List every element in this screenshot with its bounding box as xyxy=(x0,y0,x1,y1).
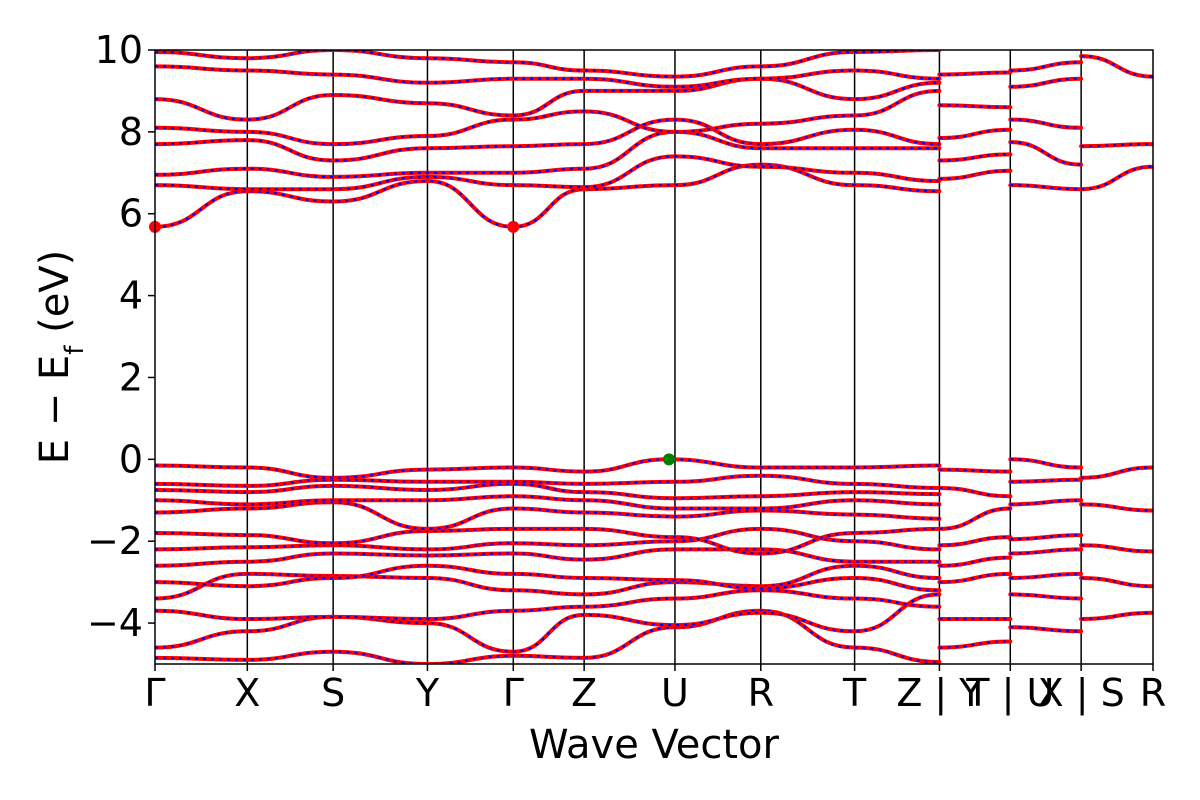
band-line-dashed-52 xyxy=(1081,165,1153,191)
y-tick-label-4: 4 xyxy=(119,274,143,318)
band-line-dashed-23 xyxy=(939,507,1011,530)
band-line-dashed-8 xyxy=(155,501,940,531)
band-line-dashed-48 xyxy=(1081,503,1153,512)
band-line-dashed-32 xyxy=(939,104,1011,109)
y-tick-label-3: 2 xyxy=(119,355,143,399)
band-line-dashed-24 xyxy=(939,536,1011,547)
band-line-dashed-13 xyxy=(155,163,940,228)
band-line-dashed-50 xyxy=(1081,576,1153,588)
kpath-label-0: Γ xyxy=(144,671,165,715)
band-line-dashed-28 xyxy=(939,640,1011,649)
y-tick-label-6: 8 xyxy=(119,110,143,154)
band-line-dashed-6 xyxy=(155,527,940,551)
band-line-dashed-44 xyxy=(1010,118,1082,129)
band-line-dashed-10 xyxy=(155,482,940,500)
y-axis-title-subscript: f xyxy=(60,345,90,355)
band-line-dashed-35 xyxy=(1010,478,1082,483)
x-axis-title: Wave Vector xyxy=(529,722,780,768)
y-tick-label-7: 10 xyxy=(95,28,143,72)
band-line-dashed-41 xyxy=(1010,626,1082,633)
band-line-dashed-51 xyxy=(1081,611,1153,621)
band-line-dashed-14 xyxy=(155,155,940,191)
x-axis-ticks: Γ X S Y Γ Z U R T Z | YT | UX | S R xyxy=(144,664,1166,716)
y-axis-ticks: −4 −2 0 2 4 6 8 10 xyxy=(87,28,155,645)
band-line-dashed-37 xyxy=(1010,534,1082,541)
band-line-dashed-54 xyxy=(1081,55,1153,78)
kpath-label-6: U xyxy=(661,671,689,715)
band-line-dashed-49 xyxy=(1081,544,1153,553)
band-line-dashed-15 xyxy=(155,130,940,179)
band-line-dashed-11 xyxy=(155,474,940,490)
band-line-dashed-16 xyxy=(155,118,940,162)
band-line-dashed-1 xyxy=(155,593,940,653)
band-line-dashed-34 xyxy=(1010,458,1082,469)
band-line-dashed-45 xyxy=(1010,77,1082,88)
kpath-label-11: X | S xyxy=(1038,671,1125,716)
plot-background xyxy=(155,50,1153,664)
band-line-dashed-47 xyxy=(1081,466,1153,479)
y-axis-title: E − Ef (eV) xyxy=(32,250,90,465)
kpath-label-4: Γ xyxy=(503,671,524,715)
band-line-dashed-3 xyxy=(155,564,940,600)
kpath-label-8: T xyxy=(842,671,867,715)
band-line-dashed-40 xyxy=(1010,593,1082,600)
band-line-dashed-38 xyxy=(1010,548,1082,555)
band-line-dashed-21 xyxy=(939,468,1011,473)
y-tick-label-5: 6 xyxy=(119,192,143,236)
kpath-divider-lines xyxy=(246,50,1082,664)
band-line-dashed-22 xyxy=(939,486,1011,498)
band-line-dashed-2 xyxy=(155,589,940,621)
band-line-dashed-36 xyxy=(1010,499,1082,506)
kpath-label-7: R xyxy=(748,671,774,715)
band-line-dashed-20 xyxy=(155,50,940,78)
band-line-dashed-33 xyxy=(939,71,1011,76)
kpath-label-1: X xyxy=(234,671,260,715)
band-line-dashed-25 xyxy=(939,556,1011,567)
band-line-dashed-12 xyxy=(155,458,940,479)
band-line-dashed-30 xyxy=(939,153,1011,162)
y-tick-label-2: 0 xyxy=(119,437,143,481)
y-axis-title-unit: (eV) xyxy=(32,250,78,346)
band-line-dashed-18 xyxy=(155,77,940,121)
band-line-dashed-17 xyxy=(155,89,940,146)
band-line-dashed-7 xyxy=(155,527,940,555)
kpath-label-9: Z | Y xyxy=(896,671,983,716)
y-tick-label-1: −2 xyxy=(87,519,143,563)
band-line-dashed-42 xyxy=(1010,184,1082,191)
y-axis-title-main: E − E xyxy=(32,355,78,465)
band-line-dashed-0 xyxy=(155,609,940,664)
band-line-dashed-19 xyxy=(155,65,940,88)
band-line-dashed-4 xyxy=(155,564,940,592)
kpath-label-5: Z xyxy=(571,671,597,715)
special-points xyxy=(149,220,675,466)
kpath-label-12: R xyxy=(1140,671,1166,715)
band-line-dashed-5 xyxy=(155,548,940,567)
kpath-label-10: T | U xyxy=(965,671,1054,716)
band-line-dashed-31 xyxy=(939,128,1011,140)
band-line-dashed-39 xyxy=(1010,572,1082,580)
kpath-label-2: S xyxy=(321,671,345,715)
band-lines xyxy=(155,50,1153,664)
band-line-dashed-29 xyxy=(939,169,1011,180)
band-line-dashed-53 xyxy=(1081,143,1153,148)
band-line-dashed-26 xyxy=(939,572,1011,584)
cbm-point-1 xyxy=(507,220,520,233)
band-line-dashed-9 xyxy=(155,495,940,510)
band-line-dashed-46 xyxy=(1010,61,1082,72)
plot-frame xyxy=(154,49,1154,665)
y-tick-label-0: −4 xyxy=(87,601,143,645)
vbm-point-2 xyxy=(662,453,675,466)
kpath-label-3: Y xyxy=(415,671,440,715)
band-line-dashed-43 xyxy=(1010,141,1082,166)
